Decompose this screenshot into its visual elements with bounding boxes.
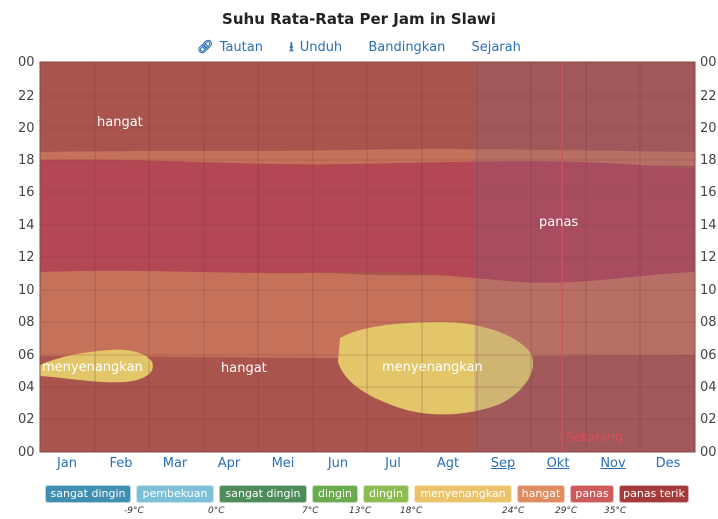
y-tick-right: 08 xyxy=(700,315,717,330)
y-tick-left: 16 xyxy=(18,185,35,200)
y-tick-left: 18 xyxy=(18,153,35,168)
legend-item: pembekuan xyxy=(136,485,214,503)
y-tick-left: 00 xyxy=(18,55,35,70)
month-label: Apr xyxy=(217,456,241,471)
month-label: Jan xyxy=(56,456,78,471)
month-label: Feb xyxy=(109,456,133,471)
y-tick-right: 22 xyxy=(700,89,717,104)
y-tick-left: 22 xyxy=(18,89,35,104)
y-tick-right: 00 xyxy=(700,55,717,70)
region-label-warm: hangat xyxy=(221,361,267,376)
legend-item: sangat dingin xyxy=(45,485,131,503)
y-tick-left: 12 xyxy=(18,250,35,265)
month-link-sep[interactable]: Sep xyxy=(490,456,516,471)
month-link-nov[interactable]: Nov xyxy=(600,456,626,471)
chart-title: Suhu Rata-Rata Per Jam in Slawi xyxy=(222,10,496,28)
y-tick-right: 00 xyxy=(700,445,717,460)
y-tick-right: 06 xyxy=(700,348,717,363)
legend-item: panas terik xyxy=(619,485,689,503)
y-tick-right: 10 xyxy=(700,283,717,298)
legend-item: dingin xyxy=(312,485,358,503)
region-label-pleasant: menyenangkan xyxy=(42,360,143,375)
month-label: Des xyxy=(655,456,681,471)
pleasant-region-center xyxy=(338,322,534,415)
month-label: Jul xyxy=(385,456,401,471)
month-label: Mar xyxy=(162,456,188,471)
download-icon: ⭳ xyxy=(289,40,294,55)
y-tick-left: 06 xyxy=(18,348,35,363)
legend-item: dingin xyxy=(363,485,409,503)
link-button[interactable]: 🔗︎ Tautan xyxy=(197,40,263,55)
threshold-label: 0°C xyxy=(208,506,225,516)
y-tick-right: 18 xyxy=(700,153,717,168)
link-label: Tautan xyxy=(219,40,263,55)
y-tick-left: 00 xyxy=(18,445,35,460)
y-tick-right: 20 xyxy=(700,121,717,136)
plot-border xyxy=(39,61,696,453)
month-label: Mei xyxy=(271,456,295,471)
y-tick-right: 12 xyxy=(700,250,717,265)
link-icon: 🔗︎ xyxy=(197,40,214,55)
y-tick-right: 16 xyxy=(700,185,717,200)
pleasant-region-left xyxy=(40,349,153,383)
threshold-label: 7°C xyxy=(302,506,319,516)
download-label: Unduh xyxy=(299,40,343,55)
threshold-label: 13°C xyxy=(349,506,372,516)
threshold-label: 18°C xyxy=(400,506,423,516)
region-label-hot: panas xyxy=(539,215,579,230)
month-link-okt[interactable]: Okt xyxy=(546,456,570,471)
threshold-label: 29°C xyxy=(555,506,578,516)
threshold-label: 24°C xyxy=(502,506,525,516)
legend-item: sangat dingin xyxy=(219,485,307,503)
y-tick-right: 02 xyxy=(700,412,717,427)
history-button[interactable]: Sejarah xyxy=(471,40,521,55)
y-tick-left: 08 xyxy=(18,315,35,330)
grid-lines xyxy=(40,62,695,452)
threshold-label: 35°C xyxy=(604,506,627,516)
y-tick-left: 14 xyxy=(18,218,35,233)
legend-item: menyenangkan xyxy=(414,485,512,503)
y-tick-left: 02 xyxy=(18,412,35,427)
month-label: Jun xyxy=(327,456,349,471)
y-tick-left: 04 xyxy=(18,380,35,395)
region-label-warm: hangat xyxy=(97,115,143,130)
download-button[interactable]: ⭳ Unduh xyxy=(289,38,342,60)
region-label-pleasant: menyenangkan xyxy=(382,360,483,375)
toolbar: 🔗︎ Tautan ⭳ Unduh Bandingkan Sejarah xyxy=(0,38,718,60)
y-tick-left: 20 xyxy=(18,121,35,136)
month-label: Agt xyxy=(436,456,460,471)
legend-item: panas xyxy=(570,485,614,503)
y-tick-right: 04 xyxy=(700,380,717,395)
y-tick-right: 14 xyxy=(700,218,717,233)
threshold-label: -9°C xyxy=(124,506,144,516)
y-tick-left: 10 xyxy=(18,283,35,298)
legend-item: hangat xyxy=(517,485,565,503)
compare-button[interactable]: Bandingkan xyxy=(368,40,446,55)
now-label: Sekarang xyxy=(566,430,623,444)
